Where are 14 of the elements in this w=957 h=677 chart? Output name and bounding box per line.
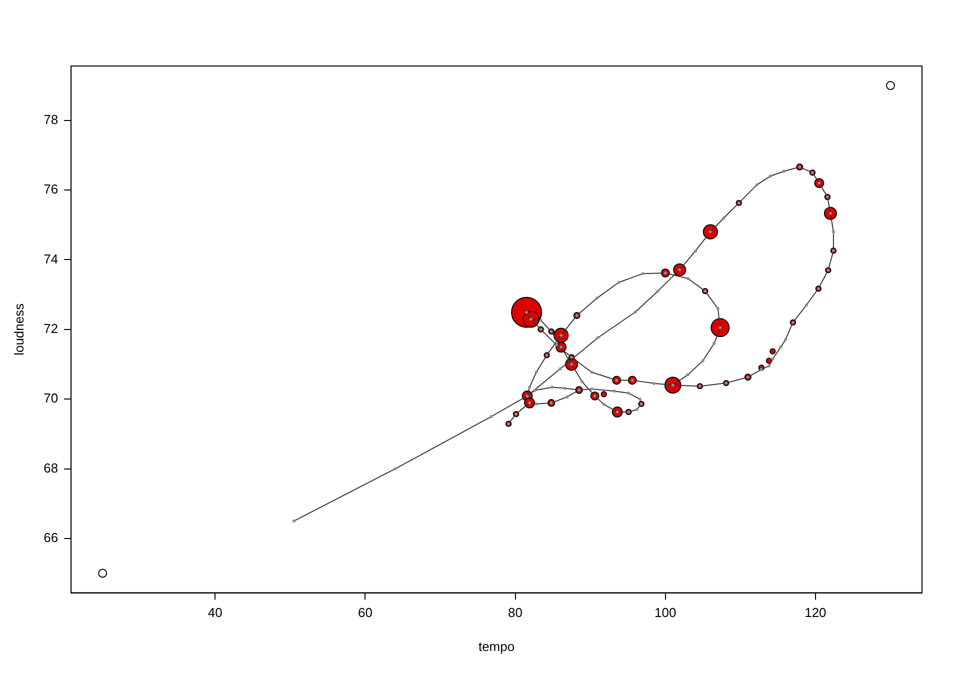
y-tick-label: 74 xyxy=(44,251,58,266)
x-tick-label: 40 xyxy=(208,605,222,620)
y-tick-label: 70 xyxy=(44,390,58,406)
y-tick-label: 68 xyxy=(44,460,58,476)
x-tick-label: 80 xyxy=(508,605,523,620)
x-tick-label: 100 xyxy=(654,605,676,620)
y-tick-label: 78 xyxy=(44,112,58,127)
y-tick-label: 76 xyxy=(44,182,58,197)
x-axis-title: tempo xyxy=(478,638,515,654)
y-tick-label: 66 xyxy=(44,530,58,546)
y-tick-label: 72 xyxy=(44,320,58,336)
x-tick-label: 60 xyxy=(358,605,372,620)
x-tick-label: 120 xyxy=(804,605,826,620)
y-axis-title: loudness xyxy=(11,302,26,356)
